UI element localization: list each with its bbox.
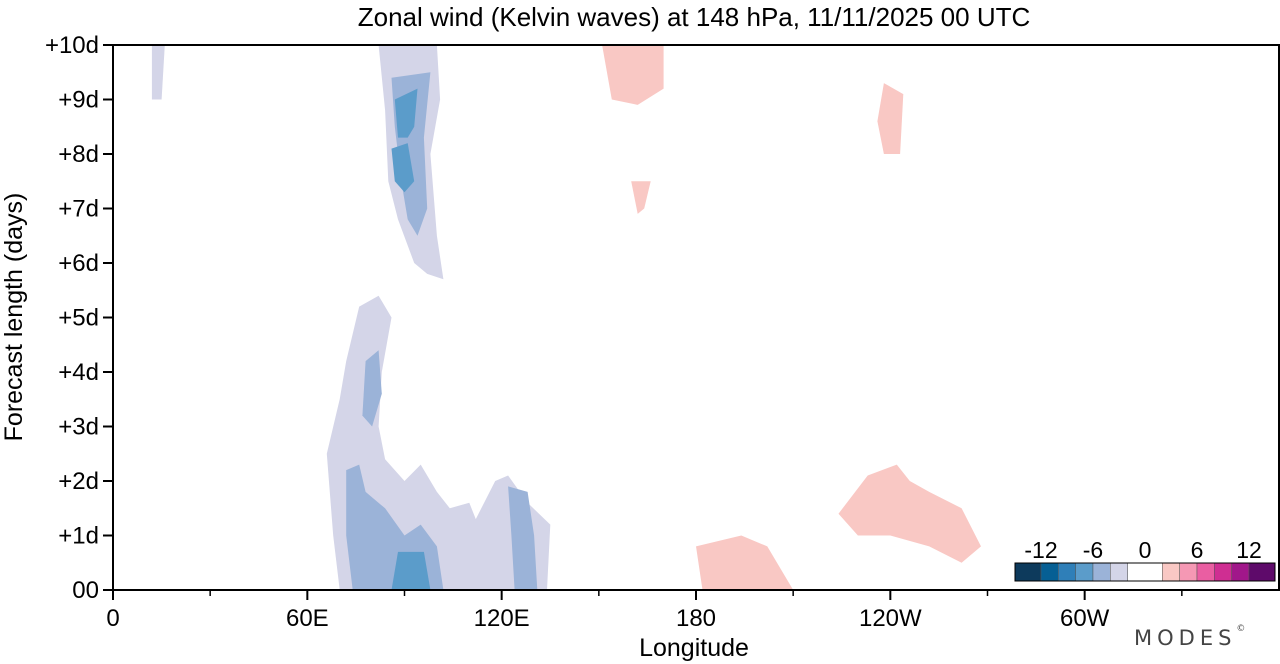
- wind-region-15: [391, 551, 431, 590]
- wind-region-5: [1110, 110, 1137, 274]
- y-tick-label-10: +10d: [45, 32, 99, 59]
- colorbar-swatch-11: [1231, 562, 1250, 582]
- colorbar-swatch-3: [1075, 562, 1094, 582]
- x-tick-label-180: 180: [676, 605, 716, 632]
- y-axis: 00 +1d +2d +3d +4d +5d +6d +7d +8d +9d +10d: [45, 32, 113, 604]
- colorbar-swatch-5: [1110, 562, 1128, 582]
- y-tick-label-1: +1d: [58, 523, 99, 550]
- colorbar-label-4: 12: [1236, 537, 1262, 563]
- wind-region-25: [838, 464, 981, 563]
- colorbar-swatch-6: [1127, 562, 1163, 582]
- y-tick-label-0: 00: [72, 577, 99, 604]
- y-tick-label-2: +2d: [58, 468, 99, 495]
- colorbar-swatch-1: [1040, 562, 1059, 582]
- wind-region-17: [773, 45, 891, 253]
- colorbar-swatch-2: [1058, 562, 1076, 582]
- wind-region-1: [203, 45, 214, 100]
- wind-region-14: [391, 143, 415, 193]
- wind-region-23: [631, 181, 651, 214]
- wind-region-4: [1078, 45, 1124, 84]
- y-axis-label: Forecast length (days): [0, 193, 28, 442]
- y-tick-label-8: +8d: [58, 141, 99, 168]
- colorbar-swatch-4: [1092, 562, 1111, 582]
- y-tick-label-3: +3d: [58, 414, 99, 441]
- x-axis-label: Longitude: [639, 634, 749, 662]
- wind-region-21: [602, 45, 664, 105]
- colorbar-label-2: 0: [1139, 537, 1152, 563]
- y-tick-label-4: +4d: [58, 359, 99, 386]
- wind-region-2: [161, 252, 198, 427]
- x-tick-label-60: 60E: [286, 605, 329, 632]
- wind-region-12: [508, 486, 538, 590]
- colorbar-swatch-7: [1162, 562, 1180, 582]
- y-tick-label-9: +9d: [58, 87, 99, 114]
- wind-contour-regions: [145, 45, 1279, 590]
- chart-title: Zonal wind (Kelvin waves) at 148 hPa, 11…: [358, 2, 1031, 32]
- wind-region-16: [550, 45, 729, 318]
- colorbar-swatch-8: [1179, 562, 1198, 582]
- x-tick-label-240: 120W: [859, 605, 922, 632]
- colorbar-swatch-10: [1214, 562, 1232, 582]
- colorbar-label-3: 6: [1191, 537, 1204, 563]
- wind-region-6: [151, 45, 165, 100]
- colorbar-frame: [1014, 562, 1276, 582]
- modes-logo: MODES©: [1134, 624, 1246, 650]
- wind-region-19: [1126, 306, 1166, 345]
- colorbar-swatch-12: [1248, 562, 1276, 582]
- wind-region-13: [394, 88, 418, 138]
- y-tick-label-7: +7d: [58, 196, 99, 223]
- colorbar-swatch-0: [1014, 562, 1042, 582]
- x-tick-label-0: 0: [106, 605, 119, 632]
- y-tick-label-5: +5d: [58, 305, 99, 332]
- colorbar-legend: -12 -6 0 6 12: [1013, 537, 1277, 583]
- x-tick-label-120: 120E: [474, 605, 530, 632]
- wind-region-22: [877, 83, 904, 154]
- x-tick-label-300: 60W: [1060, 605, 1110, 632]
- colorbar-label-0: -12: [1024, 537, 1057, 563]
- colorbar-label-1: -6: [1083, 537, 1103, 563]
- x-axis: 0 60E 120E 180 120W 60W: [106, 590, 1183, 632]
- colorbar-swatch-9: [1196, 562, 1215, 582]
- wind-region-10: [362, 350, 382, 427]
- wind-region-24: [696, 535, 794, 590]
- y-tick-label-6: +6d: [58, 250, 99, 277]
